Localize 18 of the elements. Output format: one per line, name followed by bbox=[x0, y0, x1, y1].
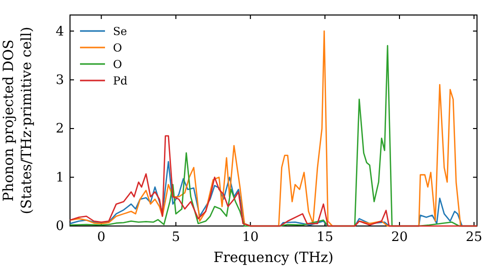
line-series bbox=[69, 135, 478, 227]
x-axis-title: Frequency (THz) bbox=[213, 250, 334, 266]
legend-label: O bbox=[113, 58, 122, 71]
x-tick-label: 25 bbox=[466, 230, 482, 246]
y-tick-label: 3 bbox=[56, 72, 64, 88]
legend-label: Pd bbox=[113, 74, 128, 88]
y-tick-label: 0 bbox=[56, 219, 64, 234]
y-tick-label: 4 bbox=[56, 24, 64, 40]
y-tick-label: 1 bbox=[56, 170, 64, 186]
y-tick-label: 2 bbox=[56, 122, 64, 137]
x-tick-label: 10 bbox=[242, 230, 259, 246]
x-tick-label: 15 bbox=[316, 230, 334, 246]
x-tick-label: 5 bbox=[172, 230, 180, 246]
x-tick-label: 0 bbox=[97, 230, 106, 246]
legend-label: O bbox=[113, 42, 122, 54]
x-tick-label: 20 bbox=[391, 230, 408, 246]
y-axis-title: Phonon projected DOS (States/THz·primitive cell) bbox=[1, 26, 35, 214]
legend-label: Se bbox=[113, 25, 128, 38]
